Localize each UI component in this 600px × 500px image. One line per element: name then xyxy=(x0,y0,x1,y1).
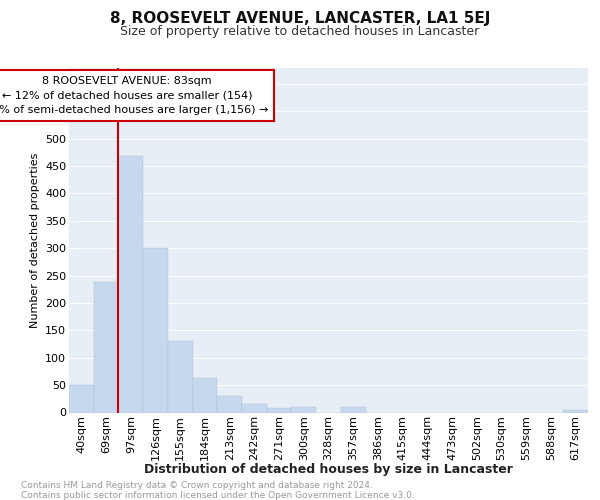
Bar xyxy=(267,408,292,412)
Text: Size of property relative to detached houses in Lancaster: Size of property relative to detached ho… xyxy=(121,25,479,38)
Text: 8 ROOSEVELT AVENUE: 83sqm
← 12% of detached houses are smaller (154)
88% of semi: 8 ROOSEVELT AVENUE: 83sqm ← 12% of detac… xyxy=(0,76,269,116)
Text: Distribution of detached houses by size in Lancaster: Distribution of detached houses by size … xyxy=(145,462,513,475)
Bar xyxy=(143,248,168,412)
Bar xyxy=(242,404,267,412)
Bar xyxy=(292,407,316,412)
Y-axis label: Number of detached properties: Number of detached properties xyxy=(29,152,40,328)
Text: Contains HM Land Registry data © Crown copyright and database right 2024.
Contai: Contains HM Land Registry data © Crown c… xyxy=(21,481,415,500)
Bar xyxy=(168,342,193,412)
Bar xyxy=(217,396,242,412)
Bar xyxy=(563,410,588,412)
Bar xyxy=(94,282,118,412)
Text: 8, ROOSEVELT AVENUE, LANCASTER, LA1 5EJ: 8, ROOSEVELT AVENUE, LANCASTER, LA1 5EJ xyxy=(110,11,490,26)
Bar xyxy=(193,378,217,412)
Bar xyxy=(341,407,365,412)
Bar xyxy=(118,156,143,412)
Bar xyxy=(69,385,94,412)
